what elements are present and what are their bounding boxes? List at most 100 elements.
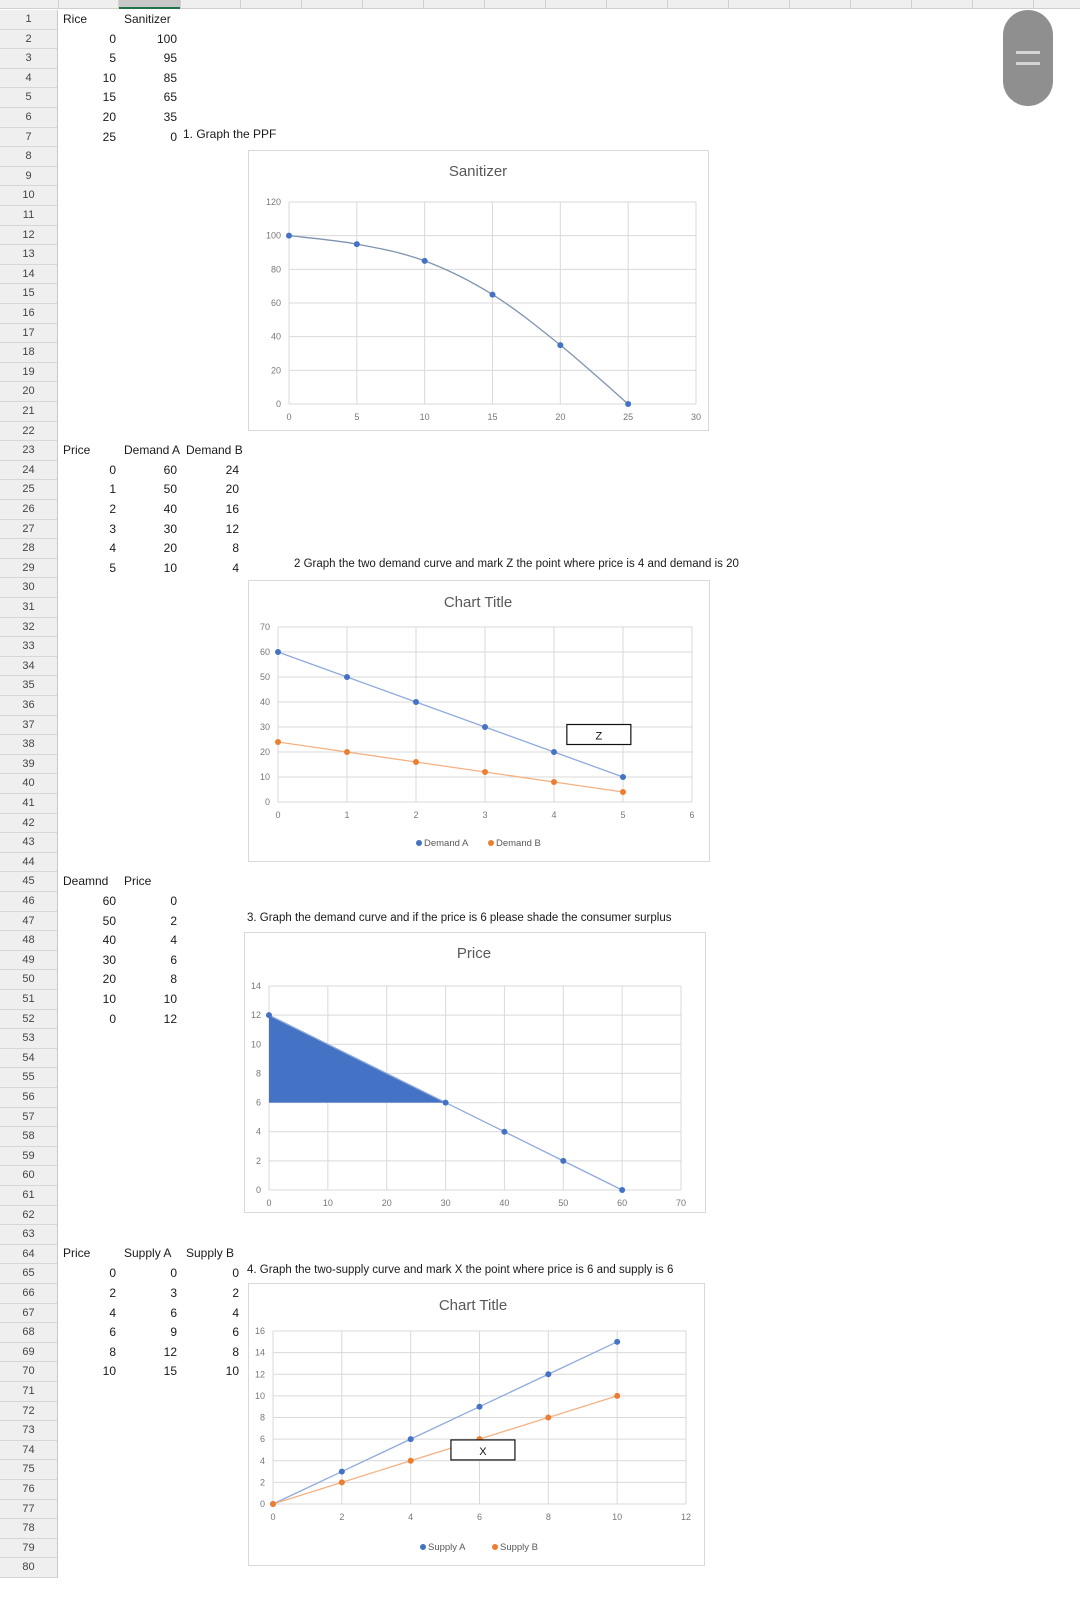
table-cell[interactable]: 4 — [109, 541, 116, 556]
chart-ppf[interactable]: Sanitizer 0 20 40 60 80 100 120 0 5 10 15 20 25 30 — [248, 150, 709, 431]
table-cell[interactable]: 50 — [102, 913, 116, 928]
table-cell[interactable]: 0 — [109, 462, 116, 477]
table-cell[interactable]: 8 — [232, 1344, 239, 1359]
data-point[interactable] — [413, 699, 419, 705]
row-header[interactable]: 78 — [0, 1519, 58, 1539]
row-header[interactable]: 12 — [0, 225, 58, 246]
row-header[interactable]: 73 — [0, 1421, 58, 1441]
table-cell[interactable]: 8 — [232, 541, 239, 556]
table-cell[interactable]: 40 — [102, 933, 116, 948]
row-header[interactable]: 43 — [0, 833, 58, 853]
instruction-3[interactable]: 3. Graph the demand curve and if the pri… — [247, 912, 672, 924]
column-separator[interactable] — [728, 0, 729, 9]
table-cell[interactable]: 25 — [102, 129, 116, 144]
table-cell[interactable]: 2 — [170, 913, 177, 928]
row-header[interactable]: 3 — [0, 49, 58, 69]
row-header[interactable]: 26 — [0, 500, 58, 520]
table-cell[interactable]: 6 — [170, 1305, 177, 1320]
instruction-1[interactable]: 1. Graph the PPF — [183, 127, 277, 141]
scroll-handle[interactable] — [1003, 10, 1053, 106]
row-header[interactable]: 63 — [0, 1225, 58, 1245]
table-cell[interactable]: 20 — [102, 972, 116, 987]
table-cell[interactable]: 8 — [109, 1344, 116, 1359]
data-point[interactable] — [266, 1012, 272, 1019]
chart-consumer-surplus[interactable]: Price 0 2 4 6 8 10 12 14 0 10 20 30 40 50 60 70 — [244, 932, 706, 1213]
row-header[interactable]: 66 — [0, 1284, 58, 1304]
data-point[interactable] — [421, 257, 428, 264]
row-header[interactable]: 58 — [0, 1127, 58, 1147]
row-header[interactable]: 40 — [0, 774, 58, 794]
table-cell[interactable]: 6 — [109, 1325, 116, 1340]
row-header[interactable]: 65 — [0, 1264, 58, 1284]
chart-supply[interactable]: Chart Title 0 2 4 6 8 10 12 14 16 0 2 4 6 8 10 12 X Supply… — [248, 1283, 705, 1566]
table-cell[interactable]: 3 — [109, 521, 116, 536]
row-header[interactable]: 55 — [0, 1068, 58, 1088]
row-header[interactable]: 16 — [0, 304, 58, 324]
row-header[interactable]: 4 — [0, 68, 58, 89]
row-header[interactable]: 39 — [0, 754, 58, 775]
row-header[interactable]: 46 — [0, 892, 58, 912]
row-header[interactable]: 19 — [0, 362, 58, 383]
row-header[interactable]: 28 — [0, 539, 58, 559]
column-separator[interactable] — [180, 0, 181, 9]
row-header[interactable]: 74 — [0, 1440, 58, 1461]
data-point[interactable] — [614, 1338, 621, 1345]
data-point[interactable] — [545, 1414, 552, 1421]
column-separator[interactable] — [606, 0, 607, 9]
table-cell[interactable]: 20 — [102, 110, 116, 124]
table-cell[interactable]: 0 — [232, 1266, 239, 1281]
row-header[interactable]: 15 — [0, 284, 58, 304]
table-cell[interactable]: 24 — [225, 462, 239, 477]
table-cell[interactable]: 40 — [163, 502, 177, 516]
column-separator[interactable] — [58, 0, 59, 9]
row-header[interactable]: 10 — [0, 186, 58, 206]
data-point[interactable] — [338, 1479, 345, 1486]
data-point[interactable] — [270, 1501, 276, 1507]
table-cell[interactable]: 85 — [163, 70, 177, 85]
instruction-2[interactable]: 2 Graph the two demand curve and mark Z … — [294, 558, 739, 570]
row-header[interactable]: 14 — [0, 264, 58, 285]
table-cell[interactable]: 20 — [163, 541, 177, 556]
table-cell[interactable]: 4 — [232, 560, 239, 575]
table-cell[interactable]: 5 — [109, 560, 116, 575]
data-point[interactable] — [620, 774, 626, 780]
data-point[interactable] — [275, 739, 281, 745]
row-header[interactable]: 47 — [0, 911, 58, 932]
row-header[interactable]: 17 — [0, 323, 58, 344]
table-cell[interactable]: 30 — [163, 521, 177, 536]
table-cell[interactable]: 2 — [232, 1286, 239, 1300]
table-cell[interactable]: 10 — [163, 560, 177, 575]
legend-entry[interactable]: Supply B — [500, 1542, 538, 1553]
table-cell[interactable]: 15 — [102, 90, 116, 105]
table-cell[interactable]: 10 — [102, 1364, 116, 1379]
table-cell[interactable]: 9 — [170, 1325, 177, 1340]
data-point[interactable] — [551, 749, 557, 755]
column-separator[interactable] — [789, 0, 790, 9]
row-header[interactable]: 32 — [0, 617, 58, 638]
row-header[interactable]: 69 — [0, 1342, 58, 1363]
data-point[interactable] — [545, 1371, 552, 1378]
data-point[interactable] — [482, 724, 488, 730]
table-cell[interactable]: 15 — [163, 1364, 177, 1379]
row-header[interactable]: 25 — [0, 480, 58, 500]
data-point[interactable] — [275, 649, 281, 655]
header-supply-b[interactable]: Supply B — [186, 1246, 235, 1260]
row-header[interactable]: 57 — [0, 1107, 58, 1128]
data-point[interactable] — [560, 1157, 567, 1164]
data-point[interactable] — [619, 1187, 626, 1193]
row-header[interactable]: 53 — [0, 1029, 58, 1049]
table-cell[interactable]: 3 — [170, 1286, 177, 1300]
row-header[interactable]: 7 — [0, 127, 58, 148]
table-cell[interactable]: 10 — [102, 70, 116, 85]
row-header[interactable]: 18 — [0, 343, 58, 363]
row-header[interactable]: 67 — [0, 1303, 58, 1324]
row-header[interactable]: 22 — [0, 421, 58, 442]
table-cell[interactable]: 65 — [163, 90, 177, 105]
header-supply-a[interactable]: Supply A — [124, 1246, 172, 1260]
data-point[interactable] — [413, 759, 419, 765]
column-separator[interactable] — [1033, 0, 1034, 9]
table-cell[interactable]: 0 — [170, 894, 177, 908]
annotation-box-x[interactable] — [450, 1439, 516, 1461]
column-separator[interactable] — [484, 0, 485, 9]
table-cell[interactable]: 4 — [170, 933, 177, 948]
